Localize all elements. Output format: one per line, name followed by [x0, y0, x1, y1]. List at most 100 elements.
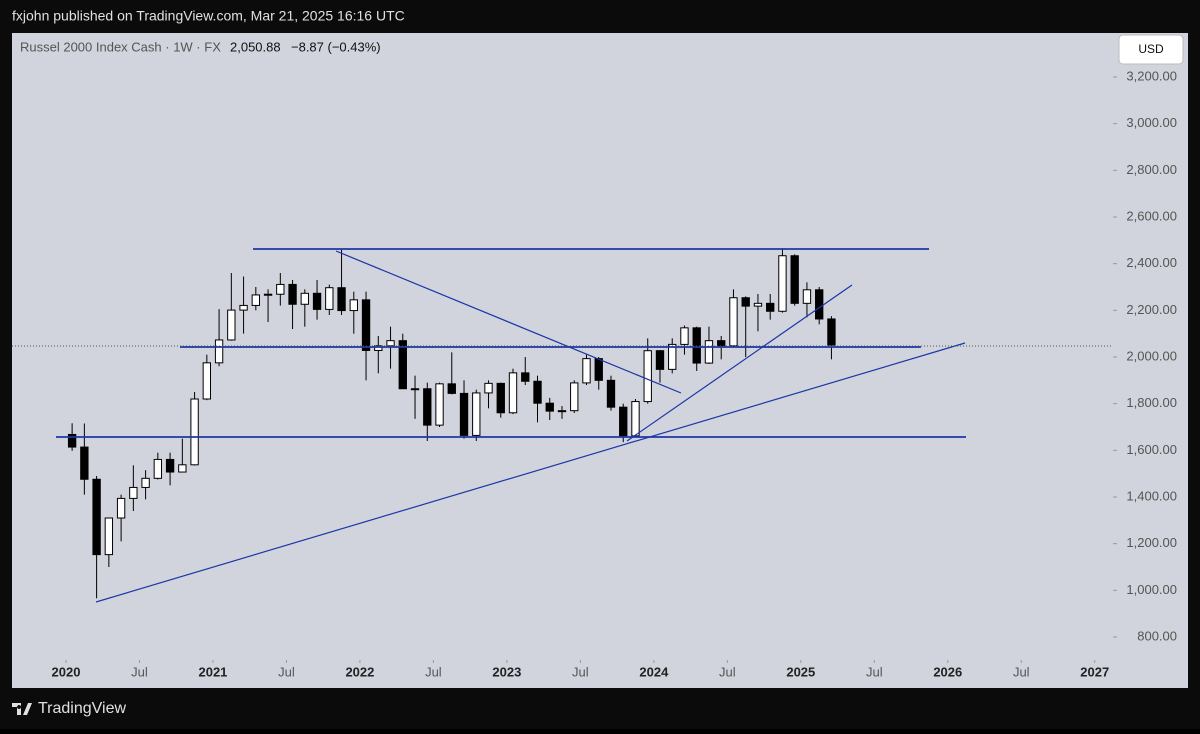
candle-body [692, 327, 701, 364]
candle-body [276, 283, 285, 295]
candle-body [116, 497, 126, 519]
candle-body [790, 255, 799, 304]
drawings [56, 248, 966, 603]
candle-body [753, 302, 763, 307]
down-trendline [335, 250, 682, 394]
y-tick-label: 800.00 [1137, 628, 1177, 643]
candle-body [80, 446, 89, 480]
steep-trendline [626, 284, 853, 442]
candle-body [557, 410, 567, 413]
y-tick-label: 2,400.00 [1126, 255, 1177, 270]
candle-body [619, 406, 628, 437]
last-price: 2,050.88 [230, 39, 281, 54]
x-tick-label: Jul [572, 664, 589, 679]
x-tick-label: Jul [425, 664, 442, 679]
candle-body [239, 304, 248, 311]
candle-body [729, 297, 738, 347]
candle-body [214, 339, 224, 364]
x-tick-label: Jul [719, 664, 736, 679]
y-tick-label: 1,600.00 [1126, 442, 1177, 457]
long-trendline [95, 342, 966, 603]
x-tick-label: 2024 [639, 664, 669, 679]
candle-body [288, 283, 297, 305]
y-tick-label: 2,800.00 [1126, 162, 1177, 177]
candle-body [582, 358, 591, 384]
candle-body [300, 292, 309, 305]
candle-body [361, 299, 371, 351]
candle-body [227, 309, 236, 341]
candle-body [398, 340, 407, 390]
candle-body [484, 382, 493, 394]
symbol-title: Russel 2000 Index Cash · 1W · FX [20, 39, 221, 54]
candle-body [104, 517, 114, 556]
x-tick-label: 2026 [933, 664, 962, 679]
y-tick-label: 3,000.00 [1126, 115, 1177, 130]
candle-body [668, 343, 677, 370]
logo [12, 703, 32, 715]
x-tick-label: 2027 [1080, 664, 1109, 679]
candle-body [717, 340, 726, 347]
y-tick-label: 1,000.00 [1126, 582, 1177, 597]
candle-body [349, 299, 358, 312]
candle-body [423, 388, 432, 426]
published-text: fxjohn published on TradingView.com, Mar… [12, 8, 405, 24]
candle-body [337, 287, 346, 312]
x-tick-label: 2020 [52, 664, 81, 679]
candle-body [741, 297, 750, 307]
currency-button[interactable] [1118, 34, 1184, 65]
x-tick-label: Jul [131, 664, 148, 679]
candle-body [521, 372, 530, 382]
price-change: −8.87 (−0.43%) [291, 39, 381, 54]
candle-body [631, 401, 640, 437]
candle-body [312, 292, 322, 310]
x-tick-label: Jul [278, 664, 295, 679]
candle-body [153, 458, 163, 479]
candle-body [508, 372, 518, 414]
y-tick-label: 3,200.00 [1126, 68, 1177, 83]
candle-body [802, 289, 812, 304]
y-tick-label: 2,200.00 [1126, 302, 1177, 317]
brand: TradingView [38, 700, 126, 717]
candle-body [704, 340, 714, 364]
candle-body [141, 477, 150, 488]
candle-body [545, 402, 554, 412]
candle-body [165, 458, 175, 473]
x-tick-label: 2023 [492, 664, 521, 679]
candle-body [680, 327, 689, 345]
y-tick-label: 1,200.00 [1126, 535, 1177, 550]
candle-body [655, 350, 665, 370]
y-tick-label: 2,600.00 [1126, 208, 1177, 223]
candle-body [570, 382, 579, 412]
currency-label[interactable]: USD [1138, 42, 1164, 56]
candle-body [643, 350, 652, 403]
candle-body [92, 478, 101, 556]
candle-body [827, 318, 836, 346]
x-tick-label: 2021 [198, 664, 227, 679]
candle-body [472, 392, 481, 436]
candle-body [263, 293, 273, 296]
candle-body [67, 433, 77, 448]
candle-body [606, 379, 616, 408]
y-tick-label: 2,000.00 [1126, 348, 1177, 363]
y-tick-label: 1,400.00 [1126, 488, 1177, 503]
candle-body [325, 287, 334, 310]
x-tick-label: Jul [866, 664, 883, 679]
candle-body [778, 255, 787, 312]
candle-body [386, 340, 395, 347]
candle-body [178, 464, 187, 473]
x-tick-label: 2022 [345, 664, 374, 679]
candle-body [190, 398, 199, 466]
candle-body [459, 392, 469, 436]
candle-body [533, 380, 542, 404]
y-tick-label: 1,800.00 [1126, 395, 1177, 410]
candle-body [766, 302, 775, 312]
candle-body [496, 382, 505, 414]
candle-body [251, 294, 260, 306]
x-tick-label: 2025 [786, 664, 815, 679]
candle-body [202, 362, 212, 400]
candle-body [129, 486, 138, 499]
candle-body [594, 358, 603, 381]
candle-body [435, 383, 444, 426]
